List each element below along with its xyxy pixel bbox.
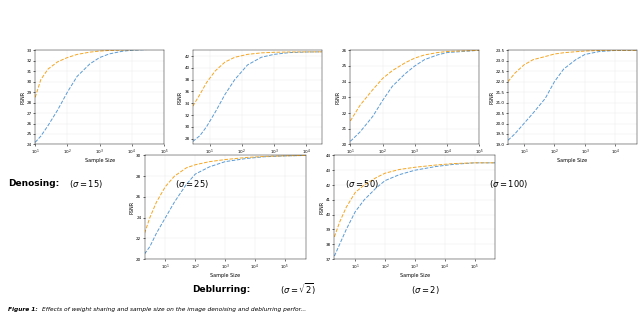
Text: Deblurring:: Deblurring: [191, 285, 250, 294]
X-axis label: Sample Size: Sample Size [400, 158, 430, 163]
X-axis label: Sample Size: Sample Size [210, 273, 240, 278]
Text: $(\sigma = 2)$: $(\sigma = 2)$ [412, 284, 440, 295]
Text: $(\sigma = 25)$: $(\sigma = 25)$ [175, 178, 209, 190]
X-axis label: Sample Size: Sample Size [242, 158, 272, 163]
Text: Effects of weight sharing and sample size on the image denoising and deblurring : Effects of weight sharing and sample siz… [42, 307, 306, 312]
Text: Figure 1:: Figure 1: [8, 307, 42, 312]
X-axis label: Sample Size: Sample Size [84, 158, 115, 163]
Text: $(\sigma = \sqrt{2})$: $(\sigma = \sqrt{2})$ [280, 282, 316, 297]
Y-axis label: PSNR: PSNR [20, 91, 26, 104]
Y-axis label: PSNR: PSNR [335, 91, 340, 104]
Y-axis label: PSNR: PSNR [319, 201, 324, 214]
Text: $(\sigma = 15)$: $(\sigma = 15)$ [69, 178, 104, 190]
Text: Denosing:: Denosing: [8, 179, 60, 188]
Y-axis label: PSNR: PSNR [130, 201, 135, 214]
Text: $(\sigma = 50)$: $(\sigma = 50)$ [344, 178, 379, 190]
Y-axis label: PSNR: PSNR [490, 91, 494, 104]
X-axis label: Sample Size: Sample Size [400, 273, 430, 278]
Text: $(\sigma = 100)$: $(\sigma = 100)$ [489, 178, 529, 190]
Y-axis label: PSNR: PSNR [178, 91, 183, 104]
X-axis label: Sample Size: Sample Size [557, 158, 588, 163]
